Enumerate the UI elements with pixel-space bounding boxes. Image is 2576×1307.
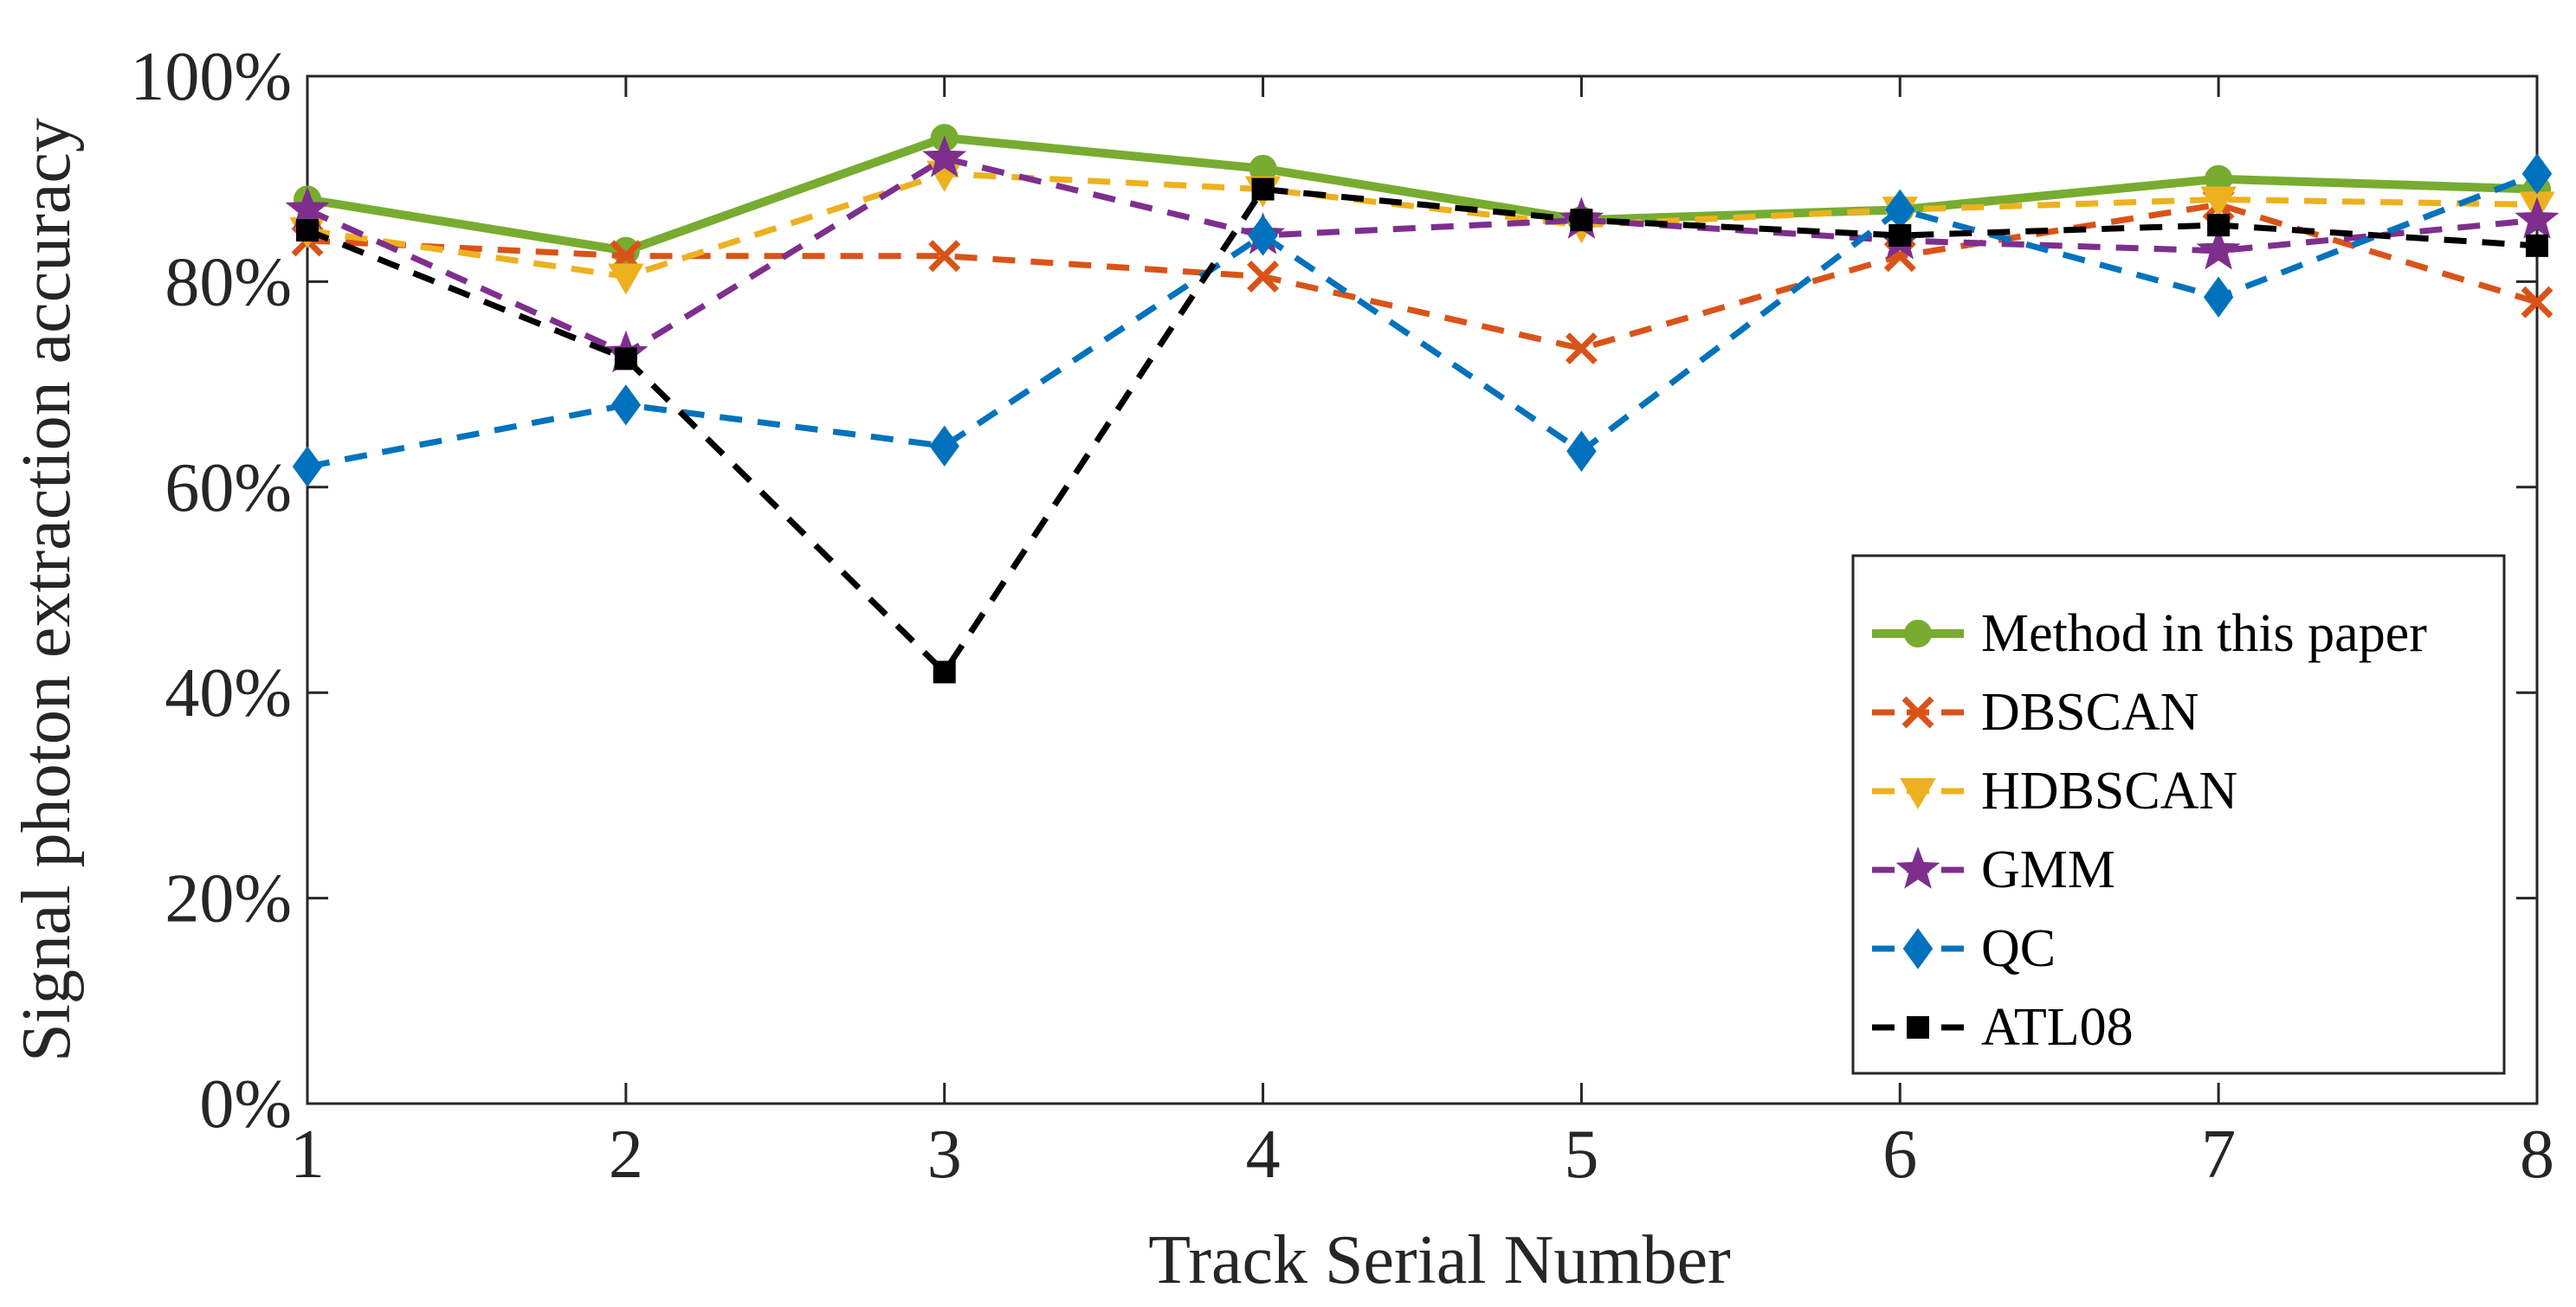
data-point [1565,332,1598,365]
data-point [292,446,323,487]
y-tick-label: 80% [165,244,292,320]
legend-entry: GMM [1872,840,2115,899]
series-line [306,155,2538,357]
data-point [610,384,642,426]
data-point [2203,276,2234,318]
series-line [307,171,2539,470]
y-tick-label: 20% [165,861,292,937]
data-point [1251,177,1275,201]
data-point [296,219,319,242]
data-point [1570,209,1593,232]
data-point [285,186,330,229]
x-tick-label: 6 [1882,1117,1917,1193]
legend-marker [1902,928,1934,969]
legend-marker [1904,620,1932,647]
y-axis-label: Signal photon extraction accuracy [9,118,85,1062]
plot-area-border [306,74,2539,1105]
data-point [2515,196,2560,239]
legend-label: ATL08 [1981,998,2134,1057]
legend-label: DBSCAN [1981,683,2199,742]
y-tick-label: 0% [199,1066,292,1143]
x-tick-label: 8 [2520,1117,2554,1193]
data-point [2196,227,2241,270]
series-line [306,186,2538,675]
data-point [929,425,959,467]
legend-box [1851,554,2506,1075]
x-tick-label: 3 [927,1117,962,1193]
data-point [2200,186,2237,218]
data-point [933,660,956,684]
legend-entry: QC [1872,919,2056,978]
series-atl08 [296,177,2548,684]
x-tick-label: 7 [2201,1117,2236,1193]
legend-marker [1895,847,1940,889]
data-point [2207,214,2231,237]
data-point [1247,260,1280,293]
data-point [2521,286,2553,319]
series-qc [292,153,2553,487]
legend-marker [1900,778,1936,810]
y-tick-label: 60% [165,450,292,526]
series-line [307,171,2538,280]
series-line [307,133,2538,255]
x-tick-label: 4 [1246,1117,1281,1193]
data-point [2521,153,2553,195]
x-tick-label: 5 [1564,1117,1598,1193]
data-point [2526,234,2548,257]
data-point [1566,430,1597,472]
legend-label: HDBSCAN [1981,762,2237,821]
y-tick-label: 40% [165,655,292,731]
data-point [1888,223,1912,247]
legend-entry: DBSCAN [1872,683,2199,742]
legend-label: QC [1981,919,2056,978]
legend-entry: Method in this paper [1872,604,2427,663]
legend-entry: HDBSCAN [1872,762,2237,821]
data-point [922,135,967,177]
series-line [307,201,2539,352]
x-tick-label: 1 [290,1117,325,1193]
legend-label: GMM [1981,840,2115,899]
legend-marker [1901,696,1934,729]
data-point [614,347,637,370]
y-tick-label: 100% [130,39,292,115]
data-point [608,263,644,295]
legend-marker [1907,1016,1929,1039]
data-point [928,240,961,273]
legend-label: Method in this paper [1981,604,2427,663]
x-axis-label: Track Serial Number [1148,1222,1730,1298]
x-tick-label: 2 [609,1117,643,1193]
legend-entry: ATL08 [1872,998,2134,1057]
data-point [1248,215,1278,256]
